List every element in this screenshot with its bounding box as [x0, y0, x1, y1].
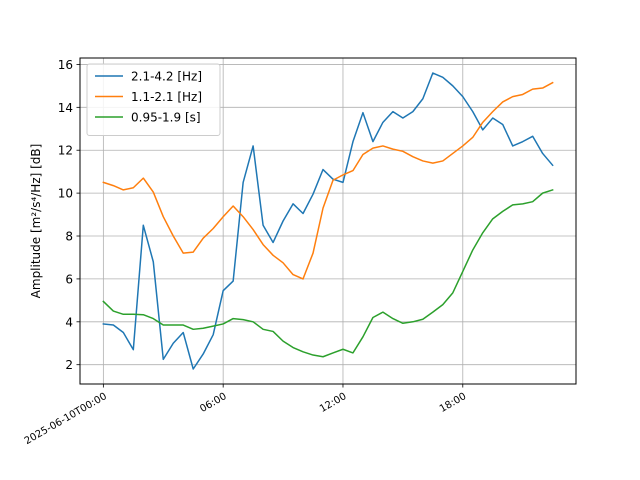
- plot-frame: [79, 57, 577, 385]
- y-axis-label: Amplitude [m²/s⁴/Hz] [dB]: [29, 144, 43, 299]
- legend: 2.1-4.2 [Hz] 1.1-2.1 [Hz] 0.95-1.9 [s]: [86, 63, 221, 136]
- x-tick-label: 18:00: [438, 391, 468, 415]
- x-tick-label: 06:00: [198, 391, 228, 415]
- series-line: [102, 81, 554, 280]
- y-tick-label: 14: [58, 101, 73, 115]
- data-series: [102, 72, 554, 370]
- x-axis: 2025-06-10T00:00 06:00 12:00 18:00: [23, 384, 468, 447]
- y-tick-label: 16: [58, 58, 73, 72]
- y-tick-label: 4: [65, 315, 73, 329]
- y-tick-label: 12: [58, 144, 73, 158]
- legend-label: 0.95-1.9 [s]: [131, 111, 201, 125]
- series-line: [102, 72, 554, 370]
- legend-label: 1.1-2.1 [Hz]: [131, 90, 202, 104]
- y-axis: 2 4 6 8 10 12 14 16: [58, 58, 80, 372]
- series-line: [102, 188, 554, 358]
- legend-label: 2.1-4.2 [Hz]: [131, 70, 202, 84]
- x-tick-label: 2025-06-10T00:00: [23, 391, 109, 447]
- y-tick-label: 2: [65, 358, 73, 372]
- y-tick-label: 8: [65, 230, 73, 244]
- y-tick-label: 6: [65, 272, 73, 286]
- x-tick-label: 12:00: [318, 391, 348, 415]
- y-tick-label: 10: [58, 187, 73, 201]
